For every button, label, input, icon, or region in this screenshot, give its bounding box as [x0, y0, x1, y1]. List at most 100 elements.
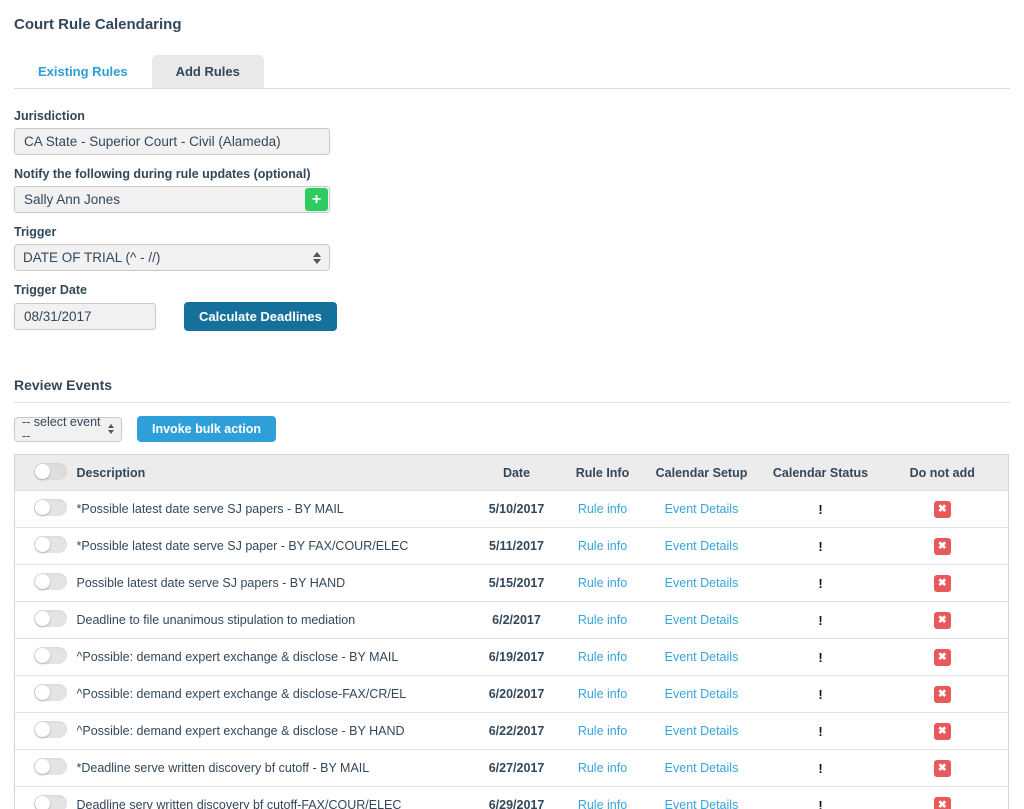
event-details-link[interactable]: Event Details [664, 724, 739, 738]
calendar-status-indicator: ! [818, 649, 823, 665]
row-toggle[interactable] [34, 536, 68, 553]
events-table: Description Date Rule Info Calendar Setu… [14, 454, 1009, 809]
event-description: ^Possible: demand expert exchange & disc… [76, 712, 467, 750]
tab-add-rules[interactable]: Add Rules [151, 55, 264, 88]
page-title: Court Rule Calendaring [14, 16, 182, 33]
calendar-status-indicator: ! [818, 686, 823, 702]
rule-info-link[interactable]: Rule info [577, 539, 628, 553]
event-details-link[interactable]: Event Details [664, 576, 739, 590]
add-rules-form: Jurisdiction Notify the following during… [14, 109, 1010, 331]
header-rule-info: Rule Info [566, 454, 639, 491]
event-details-link[interactable]: Event Details [664, 687, 739, 701]
add-person-button[interactable]: + [305, 188, 328, 211]
tab-existing-rules[interactable]: Existing Rules [38, 64, 128, 79]
event-details-link[interactable]: Event Details [664, 613, 739, 627]
do-not-add-icon[interactable]: ✖ [933, 500, 951, 518]
table-row: ^Possible: demand expert exchange & disc… [14, 675, 1009, 713]
event-description: ^Possible: demand expert exchange & disc… [76, 675, 467, 713]
event-description: ^Possible: demand expert exchange & disc… [76, 638, 467, 676]
header-do-not-add: Do not add [876, 454, 1009, 491]
do-not-add-icon[interactable]: ✖ [933, 648, 951, 666]
do-not-add-icon[interactable]: ✖ [933, 796, 951, 809]
rule-info-link[interactable]: Rule info [577, 650, 628, 664]
event-date: 6/2/2017 [466, 601, 567, 639]
header-description: Description [76, 454, 467, 491]
event-date: 5/15/2017 [466, 564, 567, 602]
header-calendar-status: Calendar Status [764, 454, 877, 491]
event-date: 6/19/2017 [466, 638, 567, 676]
event-description: Deadline to file unanimous stipulation t… [76, 601, 467, 639]
table-row: ^Possible: demand expert exchange & disc… [14, 638, 1009, 676]
bulk-event-select[interactable]: -- select event -- [14, 415, 122, 443]
do-not-add-icon[interactable]: ✖ [933, 722, 951, 740]
review-events-heading: Review Events [14, 377, 1010, 403]
table-header-row: Description Date Rule Info Calendar Setu… [14, 454, 1009, 491]
row-toggle[interactable] [34, 721, 68, 738]
tab-bar: Existing Rules Add Rules [14, 55, 1010, 89]
table-row: ^Possible: demand expert exchange & disc… [14, 712, 1009, 750]
row-toggle[interactable] [34, 758, 68, 775]
plus-icon: + [311, 191, 322, 208]
calendar-status-indicator: ! [818, 612, 823, 628]
calendar-status-indicator: ! [818, 575, 823, 591]
event-date: 6/20/2017 [466, 675, 567, 713]
event-description: *Possible latest date serve SJ paper - B… [76, 527, 467, 565]
event-description: *Possible latest date serve SJ papers - … [76, 490, 467, 528]
event-details-link[interactable]: Event Details [664, 798, 739, 809]
bulk-action-row: -- select event -- Invoke bulk action [14, 415, 1010, 443]
event-details-link[interactable]: Event Details [664, 650, 739, 664]
invoke-bulk-action-button[interactable]: Invoke bulk action [137, 416, 277, 442]
trigger-select-value: DATE OF TRIAL (^ - //) [23, 250, 161, 265]
event-date: 6/29/2017 [466, 786, 567, 809]
header-calendar-setup: Calendar Setup [638, 454, 765, 491]
event-details-link[interactable]: Event Details [664, 539, 739, 553]
rule-info-link[interactable]: Rule info [577, 613, 628, 627]
row-toggle[interactable] [34, 499, 68, 516]
calendar-status-indicator: ! [818, 797, 823, 809]
table-row: *Possible latest date serve SJ papers - … [14, 490, 1009, 528]
row-toggle[interactable] [34, 647, 68, 664]
trigger-select[interactable]: DATE OF TRIAL (^ - //) [14, 244, 330, 271]
select-all-toggle[interactable] [34, 462, 68, 480]
calendar-status-indicator: ! [818, 723, 823, 739]
rule-info-link[interactable]: Rule info [577, 687, 628, 701]
stepper-arrows-icon [108, 424, 114, 434]
rule-info-link[interactable]: Rule info [577, 798, 628, 809]
header-date: Date [466, 454, 567, 491]
jurisdiction-label: Jurisdiction [14, 109, 85, 123]
do-not-add-icon[interactable]: ✖ [933, 537, 951, 555]
jurisdiction-input[interactable] [14, 128, 330, 155]
trigger-date-input[interactable] [14, 303, 156, 330]
table-row: *Possible latest date serve SJ paper - B… [14, 527, 1009, 565]
do-not-add-icon[interactable]: ✖ [933, 685, 951, 703]
event-description: Deadline serv written discovery bf cutof… [76, 786, 467, 809]
do-not-add-icon[interactable]: ✖ [933, 759, 951, 777]
rule-info-link[interactable]: Rule info [577, 724, 628, 738]
table-row: *Deadline serve written discovery bf cut… [14, 749, 1009, 787]
event-date: 6/22/2017 [466, 712, 567, 750]
table-row: Possible latest date serve SJ papers - B… [14, 564, 1009, 602]
row-toggle[interactable] [34, 573, 68, 590]
event-description: Possible latest date serve SJ papers - B… [76, 564, 467, 602]
row-toggle[interactable] [34, 610, 68, 627]
trigger-date-row: Calculate Deadlines [14, 302, 1010, 331]
row-toggle[interactable] [34, 684, 68, 701]
table-row: Deadline serv written discovery bf cutof… [14, 786, 1009, 809]
event-details-link[interactable]: Event Details [664, 502, 739, 516]
table-row: Deadline to file unanimous stipulation t… [14, 601, 1009, 639]
calendar-status-indicator: ! [818, 501, 823, 517]
do-not-add-icon[interactable]: ✖ [933, 611, 951, 629]
rule-info-link[interactable]: Rule info [577, 576, 628, 590]
event-date: 5/11/2017 [466, 527, 567, 565]
row-toggle[interactable] [34, 795, 68, 809]
rule-info-link[interactable]: Rule info [577, 502, 628, 516]
do-not-add-icon[interactable]: ✖ [933, 574, 951, 592]
event-details-link[interactable]: Event Details [664, 761, 739, 775]
calendar-status-indicator: ! [818, 538, 823, 554]
notify-input-wrap: + [14, 186, 330, 213]
notify-input[interactable] [14, 186, 330, 213]
trigger-label: Trigger [14, 225, 57, 239]
rule-info-link[interactable]: Rule info [577, 761, 628, 775]
calculate-deadlines-button[interactable]: Calculate Deadlines [184, 302, 337, 331]
